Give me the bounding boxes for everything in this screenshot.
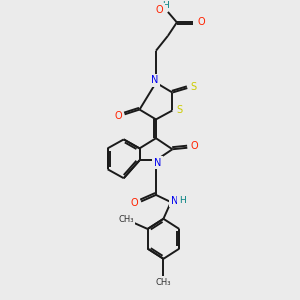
Text: H: H bbox=[179, 196, 186, 205]
Text: N: N bbox=[154, 158, 161, 168]
Text: O: O bbox=[198, 17, 206, 27]
Text: O: O bbox=[156, 4, 164, 15]
Text: N: N bbox=[171, 196, 178, 206]
Text: CH₃: CH₃ bbox=[156, 278, 171, 286]
Text: S: S bbox=[176, 106, 182, 116]
Text: CH₃: CH₃ bbox=[118, 215, 134, 224]
Text: O: O bbox=[190, 141, 198, 151]
Text: O: O bbox=[114, 111, 122, 121]
Text: O: O bbox=[131, 198, 138, 208]
Text: N: N bbox=[151, 75, 158, 85]
Text: H: H bbox=[162, 1, 169, 10]
Text: S: S bbox=[191, 82, 197, 92]
